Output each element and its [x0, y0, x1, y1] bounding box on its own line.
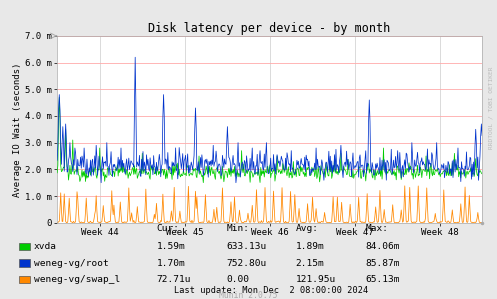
- Text: Max:: Max:: [365, 224, 388, 233]
- Text: 85.87m: 85.87m: [365, 259, 400, 268]
- Text: 752.80u: 752.80u: [226, 259, 266, 268]
- Text: 84.06m: 84.06m: [365, 242, 400, 251]
- Text: 121.95u: 121.95u: [296, 275, 336, 284]
- Text: weneg-vg/swap_l: weneg-vg/swap_l: [34, 275, 120, 284]
- Text: 0.00: 0.00: [226, 275, 249, 284]
- Text: Munin 2.0.75: Munin 2.0.75: [219, 292, 278, 299]
- Y-axis label: Average IO Wait (seconds): Average IO Wait (seconds): [13, 62, 22, 196]
- Text: xvda: xvda: [34, 242, 57, 251]
- Text: Cur:: Cur:: [157, 224, 179, 233]
- Text: Last update: Mon Dec  2 08:00:00 2024: Last update: Mon Dec 2 08:00:00 2024: [174, 286, 368, 295]
- Text: 2.15m: 2.15m: [296, 259, 325, 268]
- Text: 65.13m: 65.13m: [365, 275, 400, 284]
- Text: 1.59m: 1.59m: [157, 242, 185, 251]
- Text: weneg-vg/root: weneg-vg/root: [34, 259, 108, 268]
- Text: Avg:: Avg:: [296, 224, 319, 233]
- Text: 1.89m: 1.89m: [296, 242, 325, 251]
- Text: Min:: Min:: [226, 224, 249, 233]
- Text: 1.70m: 1.70m: [157, 259, 185, 268]
- Text: 72.71u: 72.71u: [157, 275, 191, 284]
- Title: Disk latency per device - by month: Disk latency per device - by month: [149, 22, 391, 35]
- Text: 633.13u: 633.13u: [226, 242, 266, 251]
- Text: RRDTOOL / TOBI OETIKER: RRDTOOL / TOBI OETIKER: [489, 66, 494, 149]
